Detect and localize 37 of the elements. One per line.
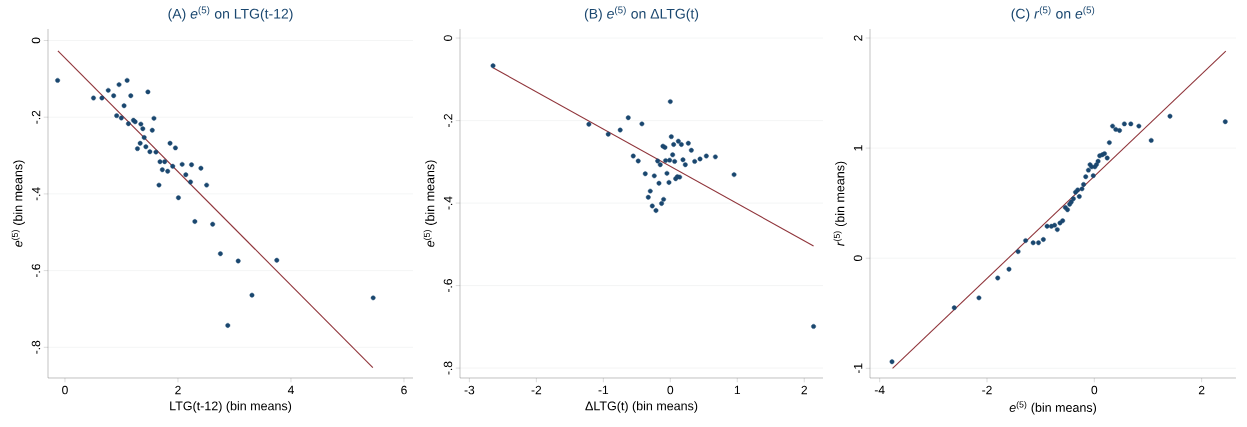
x-tick-label: 4	[287, 385, 294, 395]
y-tick-label: -.4	[443, 196, 453, 210]
y-tick-label: -.6	[31, 264, 41, 278]
y-tick-label: 0	[853, 255, 863, 262]
y-tick-label: 2	[853, 35, 863, 41]
y-tick-label: -.4	[31, 187, 41, 201]
x-tick-label: -1	[598, 385, 609, 395]
x-axis-title: ΔLTG(t) (bin means)	[585, 401, 698, 413]
y-tick-label: -.8	[443, 361, 453, 375]
y-tick-label: -.8	[31, 340, 41, 354]
y-axis-title: r$^{(5)}$ (bin means)	[833, 161, 847, 246]
x-tick-label: 0	[62, 385, 68, 395]
y-axis-title: e$^{(5)}$ (bin means)	[11, 160, 25, 247]
x-tick-label: 6	[401, 385, 407, 395]
x-tick-label: -2	[531, 385, 542, 395]
y-tick-label: -.2	[31, 110, 41, 124]
y-tick-label: 1	[853, 145, 863, 151]
x-tick-label: 0	[1091, 385, 1098, 395]
y-tick-label: -.2	[443, 114, 453, 128]
x-tick-label: 2	[801, 385, 807, 395]
chart-title: (A) e$^{(5)}$ on LTG(t-12)	[168, 6, 293, 22]
y-tick-label: 0	[31, 37, 41, 44]
x-axis-title: LTG(t-12) (bin means)	[170, 401, 292, 413]
y-tick-label: 0	[443, 35, 453, 41]
x-tick-label: 0	[667, 385, 674, 395]
y-tick-label: -.6	[443, 279, 453, 293]
x-axis-title: e$^{(5)}$ (bin means)	[1009, 401, 1097, 415]
x-tick-label: -4	[874, 385, 885, 395]
x-tick-label: -3	[464, 385, 475, 395]
y-axis-title: e$^{(5)}$ (bin means)	[423, 160, 437, 247]
x-tick-label: -2	[982, 385, 992, 395]
chart-title: (C) r$^{(5)}$ on e$^{(5)}$	[1011, 6, 1095, 22]
chart-title: (B) e$^{(5)}$ on ΔLTG(t)	[584, 6, 699, 22]
x-tick-label: 2	[1198, 385, 1205, 395]
y-tick-label: -1	[853, 363, 863, 374]
x-tick-label: 2	[175, 385, 181, 395]
x-tick-label: 1	[734, 385, 741, 395]
